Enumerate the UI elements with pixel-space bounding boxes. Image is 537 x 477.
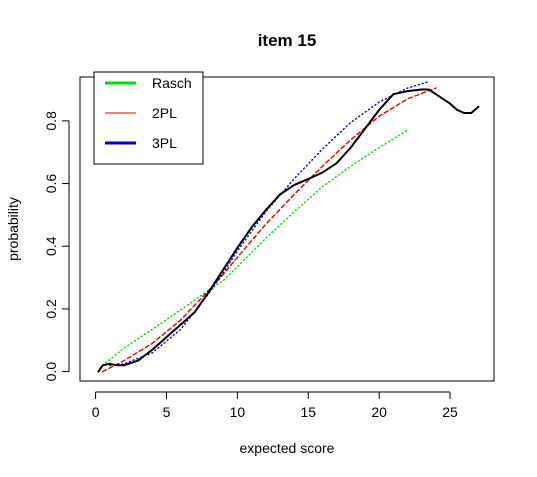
legend-box <box>93 71 204 165</box>
x-axis: 0 5 10 15 20 25 <box>92 391 458 420</box>
x-axis-label: expected score <box>240 440 335 456</box>
x-tick-label: 10 <box>230 404 246 420</box>
plot-frame <box>79 76 495 382</box>
series-line-rasch <box>101 129 409 366</box>
chart-title: item 15 <box>258 31 317 50</box>
y-tick-label: 0.4 <box>43 236 59 256</box>
x-tick-label: 0 <box>92 404 100 420</box>
x-tick-label: 5 <box>163 404 171 420</box>
y-axis-label: probability <box>5 197 21 261</box>
x-tick-label: 25 <box>442 404 458 420</box>
series-line-2pl <box>101 87 437 373</box>
y-tick-label: 0.8 <box>43 111 59 131</box>
y-tick-label: 0.2 <box>43 299 59 319</box>
y-axis: 0.0 0.2 0.4 0.6 0.8 <box>43 111 70 382</box>
legend: Rasch 2PL 3PL <box>93 71 204 165</box>
legend-label-3pl: 3PL <box>152 135 177 151</box>
x-tick-label: 15 <box>300 404 316 420</box>
series-line-observed <box>97 88 480 373</box>
y-tick-label: 0.6 <box>43 174 59 194</box>
legend-label-rasch: Rasch <box>152 75 192 91</box>
x-tick-label: 20 <box>371 404 387 420</box>
legend-label-2pl: 2PL <box>152 105 177 121</box>
series-layer <box>97 80 480 373</box>
y-tick-label: 0.0 <box>43 362 59 382</box>
